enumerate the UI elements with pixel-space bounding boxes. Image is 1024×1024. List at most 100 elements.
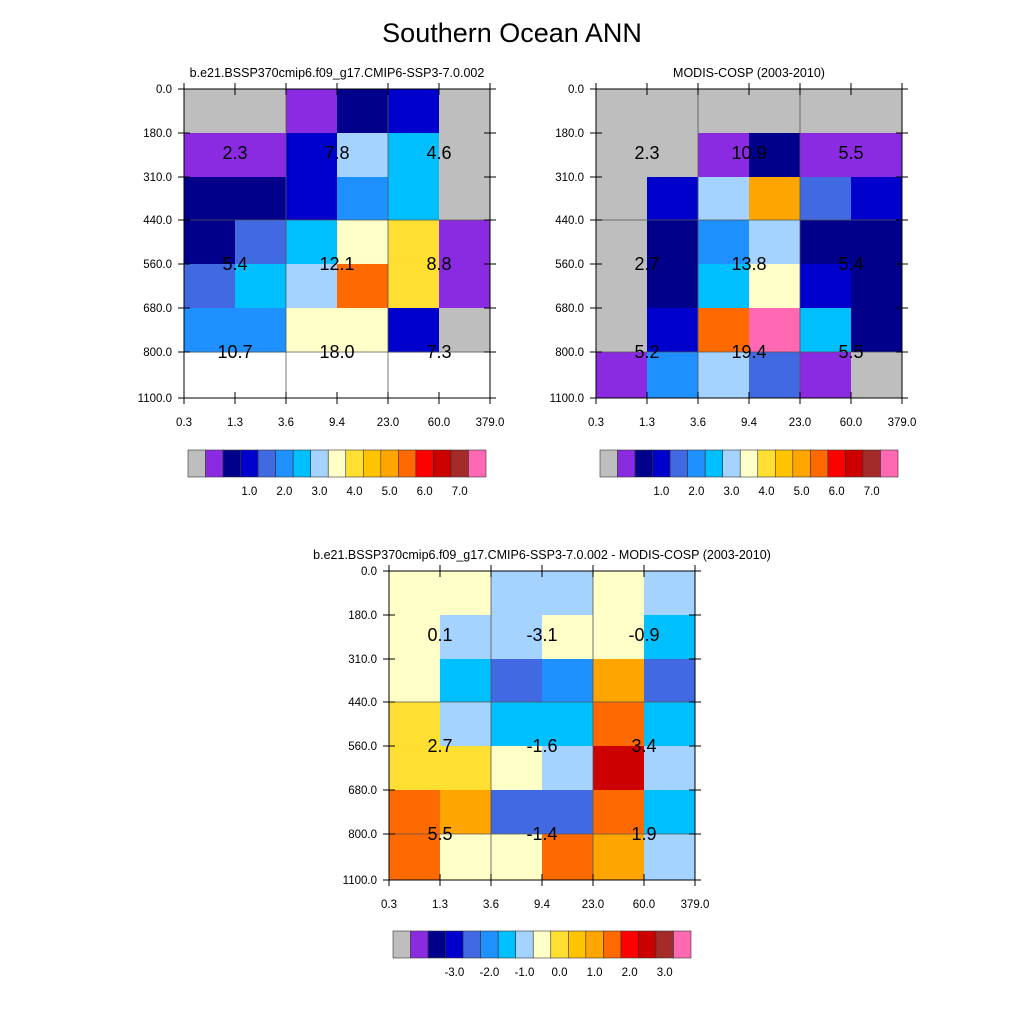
panel2-colorbar-box	[704, 449, 724, 478]
panel1-colorbar-box	[292, 449, 312, 478]
panel3-cell	[389, 571, 441, 616]
panel2-y-tick-label: 310.0	[555, 172, 584, 184]
panel2-box-label: 2.7	[634, 254, 659, 274]
panel2-colorbar-box	[862, 449, 881, 478]
panel1-cell	[184, 89, 236, 134]
panel2-cell	[596, 177, 648, 221]
panel3-cell	[542, 659, 594, 703]
panel1-cell	[388, 133, 440, 178]
panel2-cell	[647, 307, 699, 353]
panel3-cell	[389, 745, 441, 791]
panel1-box-label: 12.1	[319, 254, 354, 274]
panel3-box-label: -0.9	[628, 625, 659, 645]
panel3-cell	[644, 659, 696, 703]
panel1-colorbar-box	[257, 449, 276, 478]
panel3-colorbar-label: 3.0	[657, 967, 673, 979]
panel3-cell	[491, 833, 543, 881]
panel2-cell	[596, 89, 648, 134]
panel1-colorbar-box	[450, 449, 469, 478]
panel3-cell	[644, 701, 696, 747]
panel2-box-label: 5.5	[838, 143, 863, 163]
panel2-colorbar-label: 7.0	[864, 486, 880, 498]
panel2-title: MODIS-COSP (2003-2010)	[673, 66, 825, 80]
panel2-y-tick-label: 800.0	[555, 347, 584, 359]
panel2-colorbar-box	[687, 449, 706, 478]
panel3-cell	[542, 789, 594, 835]
panel1-cell	[439, 133, 491, 178]
panel1-colorbar-label: 5.0	[382, 486, 398, 498]
panel3-cell	[440, 701, 492, 747]
panel2-colorbar-box	[722, 449, 741, 478]
panel1-cell	[184, 177, 236, 221]
panel1-cell	[184, 307, 236, 353]
panel1-colorbar-box	[310, 449, 329, 478]
panel1-cell	[235, 133, 287, 178]
panel1-colorbar-box	[240, 449, 259, 478]
panel3-colorbar-box	[515, 930, 534, 959]
panel3-y-tick-label: 310.0	[348, 654, 377, 666]
panel3-cell	[389, 701, 441, 747]
panel3-cell	[440, 615, 492, 660]
panel1-x-tick-label: 3.6	[278, 417, 294, 429]
panel2-colorbar-box	[599, 449, 618, 478]
panel3-colorbar-box	[603, 930, 622, 959]
panel1-colorbar-box	[362, 449, 382, 478]
panel2-box-label: 2.3	[634, 143, 659, 163]
panel2-cell	[851, 263, 903, 309]
panel1-x-tick-label: 60.0	[428, 417, 450, 429]
panel2-cell	[851, 351, 903, 399]
panel2-cell	[749, 307, 801, 353]
panel3-colorbar-box	[497, 930, 517, 959]
panel1-cell	[235, 177, 287, 221]
panel2-colorbar-label: 5.0	[794, 486, 810, 498]
panel1-cell	[286, 263, 338, 309]
panel3-x-tick-label: 0.3	[381, 899, 397, 911]
panel2-colorbar-label: 2.0	[688, 486, 704, 498]
panel1-x-tick-label: 23.0	[377, 417, 399, 429]
panel1-x-tick-label: 0.3	[176, 417, 192, 429]
panel1-box-label: 2.3	[222, 143, 247, 163]
panel2-cell	[698, 89, 750, 134]
panel3-cell	[440, 789, 492, 835]
panel3-colorbar-box	[655, 930, 674, 959]
panel2-box-label: 13.8	[731, 254, 766, 274]
panel2-cell	[749, 263, 801, 309]
panel3-x-tick-label: 1.3	[432, 899, 448, 911]
panel1-y-tick-label: 180.0	[143, 128, 172, 140]
panel2-cell	[851, 307, 903, 353]
panel2-cell	[749, 219, 801, 265]
panel1-cell	[286, 219, 338, 265]
panel1-box-label: 7.3	[426, 342, 451, 362]
panel2-colorbar-box	[617, 449, 636, 478]
panel2-cell	[749, 133, 801, 178]
panel1-colorbar-box	[275, 449, 294, 478]
panel3-cell	[593, 833, 645, 881]
panel2-colorbar-box	[880, 449, 899, 478]
panel3-cell	[593, 615, 645, 660]
panel1-cell	[235, 263, 287, 309]
panel1-cell	[286, 133, 338, 178]
panel3-cell	[440, 745, 492, 791]
panel2-box-label: 10.9	[731, 143, 766, 163]
panel3-cell	[491, 789, 543, 835]
panel1-cell	[235, 219, 287, 265]
panel1-colorbar-box	[433, 449, 452, 478]
panel1-y-tick-label: 680.0	[143, 303, 172, 315]
panel2-colorbar-box	[810, 449, 829, 478]
panel2-box-label: 5.2	[634, 342, 659, 362]
panel1-colorbar-box	[222, 449, 241, 478]
panel3-cell	[593, 571, 645, 616]
panel2-colorbar-box	[739, 449, 759, 478]
panel2-colorbar-box	[774, 449, 794, 478]
panel3-cell	[389, 789, 441, 835]
panel1-cell	[388, 177, 440, 221]
panel3-y-tick-label: 800.0	[348, 829, 377, 841]
panel3-cell	[491, 659, 543, 703]
panel2-cell	[647, 89, 699, 134]
panel3-cell	[542, 615, 594, 660]
panel1-colorbar-label: 1.0	[241, 486, 257, 498]
panel2-cell	[647, 177, 699, 221]
panel1-cell	[235, 89, 287, 134]
panel1-cell	[184, 263, 236, 309]
panel2-cell	[800, 307, 852, 353]
